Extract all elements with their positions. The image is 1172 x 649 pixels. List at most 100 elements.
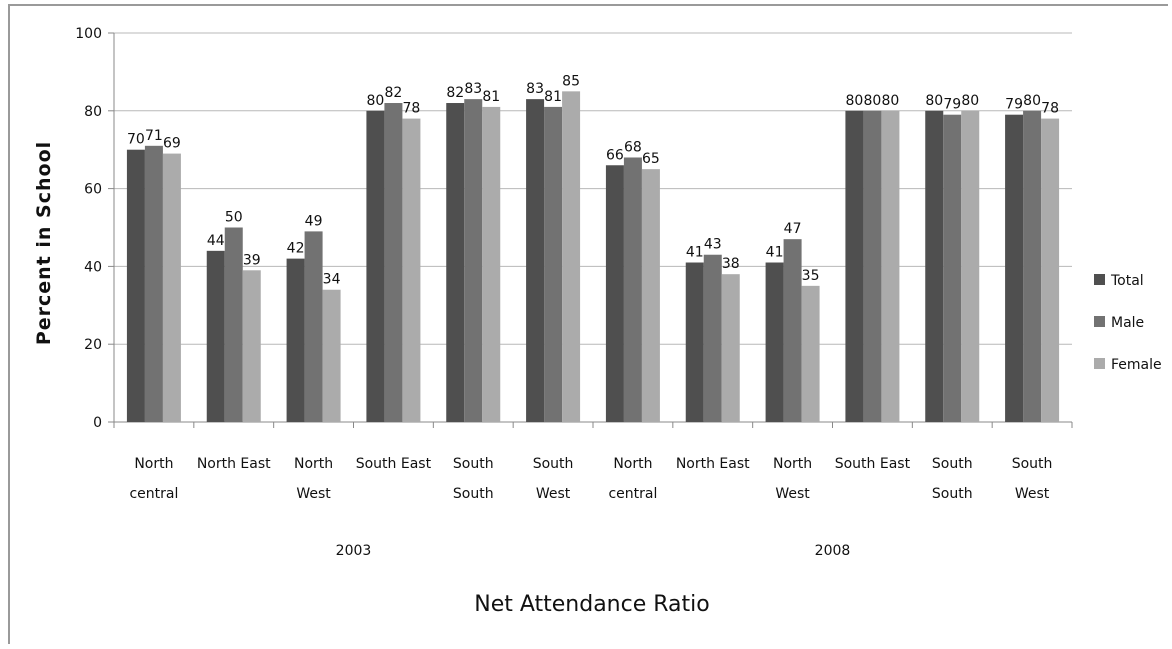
data-label: 80 [846,93,864,109]
x-tick-label: North [134,456,173,472]
data-label: 43 [704,237,722,253]
bar [606,165,624,422]
x-tick-label: South [1012,456,1053,472]
bar [225,228,243,423]
x-tick-label: North East [676,456,750,472]
data-label: 80 [961,93,979,109]
data-label: 47 [784,221,802,237]
bar [305,231,323,422]
bar [686,263,704,422]
bar [243,270,261,422]
data-label: 83 [526,81,544,97]
data-label: 49 [305,213,323,229]
data-label: 41 [766,245,784,261]
bar [784,239,802,422]
x-tick-label: South [453,486,494,502]
bar [961,111,979,422]
bar [526,99,544,422]
data-label: 39 [243,252,261,268]
data-label: 80 [925,93,943,109]
bar [145,146,163,422]
y-tick-label: 0 [93,415,102,431]
data-label: 69 [163,136,181,152]
x-tick-label: West [536,486,571,502]
bar [881,111,899,422]
data-label: 42 [287,241,305,257]
bar [624,157,642,422]
bar [446,103,464,422]
x-tick-label: North [613,456,652,472]
data-label: 85 [562,73,580,89]
data-label: 82 [446,85,464,101]
bar [863,111,881,422]
data-label: 66 [606,147,624,163]
x-tick-label: North [294,456,333,472]
data-label: 65 [642,151,660,167]
bar [1023,111,1041,422]
y-axis-title: Percent in School [33,141,55,345]
data-label: 81 [482,89,500,105]
bar [482,107,500,422]
bar [207,251,225,422]
y-tick-label: 60 [84,182,102,198]
bar [544,107,562,422]
data-label: 50 [225,210,243,226]
data-label: 34 [323,272,341,288]
bar [943,115,961,422]
y-tick-label: 80 [84,104,102,120]
x-tick-label: South East [835,456,911,472]
bar [1041,119,1059,422]
data-label: 78 [1041,101,1059,117]
bar [402,119,420,422]
data-label: 81 [544,89,562,105]
bar [925,111,943,422]
y-tick-label: 20 [84,337,102,353]
data-label: 79 [1005,97,1023,113]
data-label: 44 [207,233,225,249]
data-label: 82 [385,85,403,101]
data-label: 68 [624,139,642,155]
bar [1005,115,1023,422]
x-tick-label: South [932,456,973,472]
x-tick-label: South East [356,456,432,472]
legend-swatch [1094,274,1105,285]
bar [163,154,181,422]
group-label: 2008 [815,543,851,559]
y-tick-label: 100 [75,26,102,42]
x-tick-label: West [296,486,331,502]
legend-label: Female [1111,357,1162,373]
bar [323,290,341,422]
x-tick-label: West [1015,486,1050,502]
x-tick-label: West [775,486,810,502]
x-tick-label: South [533,456,574,472]
bar [562,91,580,422]
group-label: 2003 [336,543,372,559]
bar [642,169,660,422]
x-tick-label: North [773,456,812,472]
data-label: 35 [802,268,820,284]
data-label: 80 [367,93,385,109]
bar [766,263,784,422]
data-label: 41 [686,245,704,261]
data-label: 80 [864,93,882,109]
legend-label: Male [1111,315,1144,331]
bar [845,111,863,422]
x-tick-label: central [608,486,657,502]
data-label: 78 [403,101,421,117]
y-tick-label: 40 [84,259,102,275]
x-axis-title: Net Attendance Ratio [474,592,710,617]
bar [464,99,482,422]
legend-label: Total [1110,273,1144,289]
data-label: 80 [882,93,900,109]
bar [127,150,145,422]
bar [384,103,402,422]
data-label: 71 [145,128,163,144]
legend-swatch [1094,358,1105,369]
x-tick-label: South [932,486,973,502]
x-tick-label: South [453,456,494,472]
data-label: 38 [722,256,740,272]
x-tick-label: North East [197,456,271,472]
bar [704,255,722,422]
bar [366,111,384,422]
